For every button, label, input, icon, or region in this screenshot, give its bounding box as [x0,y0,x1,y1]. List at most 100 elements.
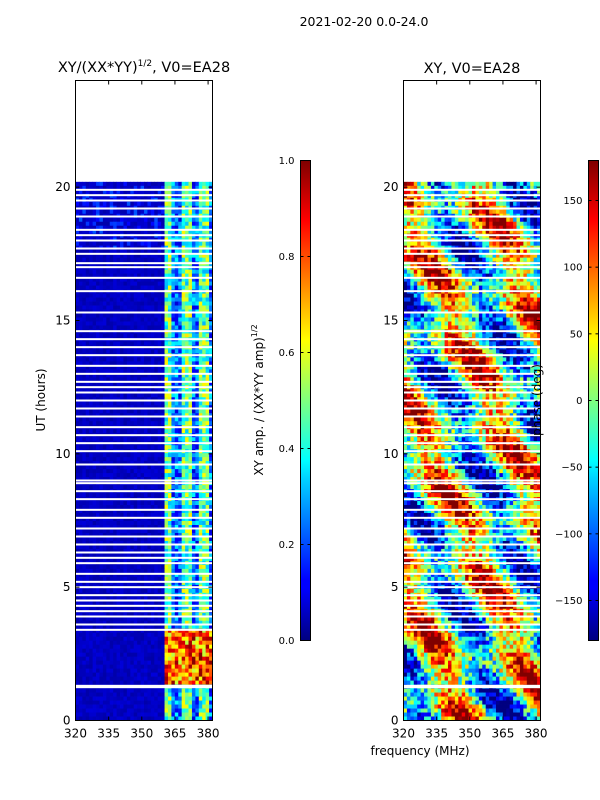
heatmap-cell [120,513,124,518]
heatmap-cell [178,401,183,406]
heatmap-cell [137,596,141,602]
heatmap-cell [198,185,203,191]
heatmap-cell [99,369,104,374]
heatmap-cell [109,341,114,346]
heatmap-cell [164,429,169,434]
heatmap-cell [154,517,159,522]
heatmap-cell [181,648,186,654]
heatmap-cell [157,628,162,634]
heatmap-cell [164,373,169,378]
heatmap-cell [109,253,114,259]
heatmap-cell [96,520,100,526]
heatmap-cell [209,397,213,402]
heatmap-cell [123,556,128,562]
heatmap-cell [123,401,128,406]
heatmap-cell [130,572,135,578]
heatmap-cell [164,469,169,474]
heatmap-cell [75,257,80,263]
heatmap-cell [113,273,117,278]
heatmap-cell [174,477,179,482]
heatmap-cell [154,520,159,526]
heatmap-cell [106,185,111,191]
heatmap-cell [174,520,179,526]
heatmap-cell [205,321,210,326]
heatmap-cell [78,357,83,362]
heatmap-cell [82,293,87,298]
heatmap-cell [82,632,87,638]
heatmap-cell [164,457,169,462]
heatmap-cell [157,517,162,522]
heatmap-cell [188,544,193,550]
heatmap-cell [209,393,213,398]
heatmap-cell [191,381,196,386]
heatmap-cell [178,285,183,290]
heatmap-cell [102,409,107,414]
heatmap-cell [137,409,141,414]
heatmap-cell [140,672,145,678]
heatmap-cell [85,357,90,362]
heatmap-cell [191,277,196,282]
heatmap-cell [120,201,124,207]
heatmap-cell [185,225,189,231]
heatmap-cell [75,656,80,662]
heatmap-cell [178,652,183,658]
heatmap-cell [205,485,210,490]
heatmap-cell [164,620,169,626]
heatmap-cell [75,417,80,422]
heatmap-cell [96,465,100,470]
heatmap-cell [116,209,121,215]
heatmap-cell [109,201,114,207]
heatmap-cell [198,225,203,231]
heatmap-cell [164,297,169,302]
heatmap-cell [185,437,189,442]
heatmap-cell [198,369,203,374]
heatmap-cell [109,501,114,506]
heatmap-cell [161,501,165,506]
heatmap-cell [89,429,94,434]
heatmap-cell [109,221,114,227]
heatmap-cell [126,552,131,558]
heatmap-cell [188,253,193,259]
heatmap-cell [89,664,94,670]
heatmap-cell [85,616,90,622]
heatmap-cell [171,517,176,522]
heatmap-cell [133,365,138,370]
heatmap-cell [178,293,183,298]
heatmap-cell [202,373,207,378]
heatmap-cell [161,181,165,187]
heatmap-cell [106,520,111,526]
heatmap-cell [130,421,135,426]
heatmap-cell [154,253,159,259]
heatmap-cell [164,644,169,650]
heatmap-cell [92,453,97,458]
heatmap-cell [130,281,135,286]
heatmap-cell [164,676,169,681]
heatmap-cell [195,209,200,215]
heatmap-cell [123,552,128,558]
heatmap-cell [209,241,213,247]
heatmap-cell [133,357,138,362]
heatmap-cell [178,477,183,482]
heatmap-cell [171,453,176,458]
heatmap-cell [164,596,169,602]
heatmap-cell [150,217,155,223]
heatmap-cell [202,616,207,622]
heatmap-cell [137,576,141,582]
heatmap-cell [89,453,94,458]
heatmap-cell [99,517,104,522]
heatmap-cell [113,461,117,466]
heatmap-cell [116,644,121,650]
heatmap-cell [195,564,200,570]
heatmap-cell [209,473,213,478]
heatmap-cell [205,664,210,670]
heatmap-cell [202,628,207,634]
heatmap-cell [161,409,165,414]
heatmap-cell [89,509,94,514]
heatmap-cell [123,369,128,374]
heatmap-cell [191,536,196,542]
heatmap-cell [85,445,90,450]
heatmap-cell [150,485,155,490]
heatmap-cell [191,185,196,191]
heatmap-cell [181,313,186,318]
